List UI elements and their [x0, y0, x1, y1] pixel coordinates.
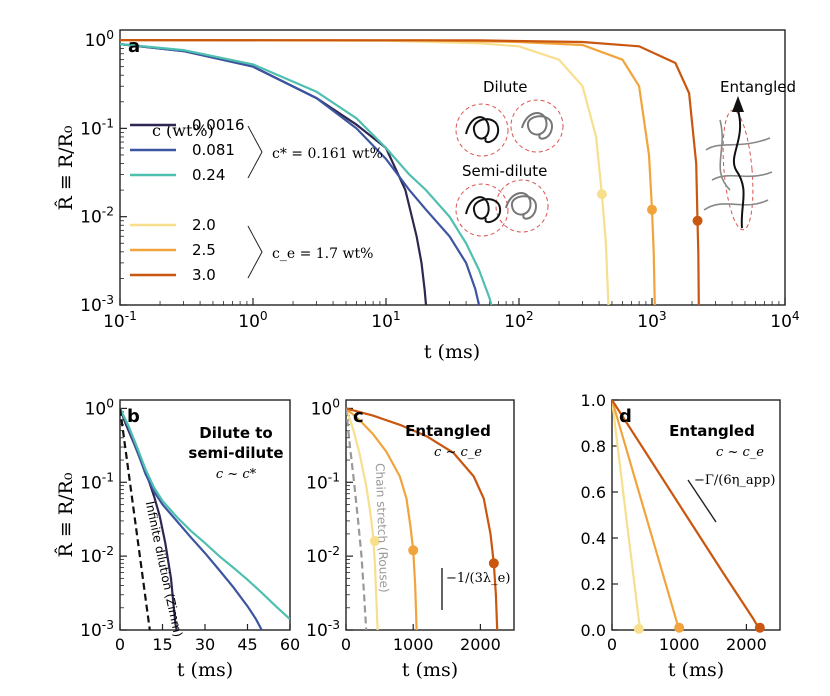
ytick-label-d: 0.2 [581, 575, 606, 594]
series-d-2.0 [612, 400, 642, 630]
endpoint-a-2.5 [647, 204, 657, 215]
legend-label-2.5: 2.5 [192, 241, 216, 259]
xtick-label-c: 0 [341, 635, 351, 654]
brace-ce [247, 225, 263, 279]
endpoint-c-2.0 [369, 536, 380, 547]
subtitle-d: c ~ c_e [716, 445, 764, 460]
ytick-label-c: 10-2 [306, 544, 340, 567]
series-c-3.0 [346, 407, 499, 630]
xlabel-c: t (ms) [402, 659, 458, 681]
xtick-label-b: 15 [152, 635, 172, 654]
title-b-1: Dilute to [199, 424, 272, 442]
xtick-label-d: 1000 [659, 635, 700, 654]
ytick-label-c: 100 [311, 396, 340, 419]
xtick-label-a: 103 [637, 309, 666, 332]
legend-label-0.0016: 0.0016 [192, 116, 245, 134]
xtick-label-b: 30 [195, 635, 215, 654]
entangled-label: Entangled [720, 78, 796, 96]
ytick-label-d: 0.4 [581, 529, 606, 548]
series-b-Zimm [120, 408, 151, 630]
xtick-label-b: 60 [280, 635, 300, 654]
series-a-3.0 [120, 39, 700, 305]
series-c-2.0 [346, 408, 379, 630]
ytick-label-a: 10-2 [80, 205, 114, 228]
ytick-label-d: 1.0 [581, 391, 606, 410]
panel-c-letter: c [353, 406, 364, 427]
ytick-label-a: 100 [85, 28, 114, 51]
xtick-label-c: 1000 [393, 635, 434, 654]
xtick-label-a: 104 [770, 309, 800, 332]
xlabel-a: t (ms) [424, 341, 480, 363]
dilute-label: Dilute [483, 78, 528, 96]
series-d-3.0 [612, 400, 761, 630]
brace-cstar [247, 125, 263, 179]
rouse-label: Chain stretch (Rouse) [373, 463, 392, 593]
title-c: Entangled [405, 422, 491, 440]
series-c-Rouse [346, 408, 368, 630]
endpoint-c-2.5 [408, 545, 419, 556]
panel-a-frame [119, 29, 786, 306]
ytick-label-b: 10-2 [80, 544, 114, 567]
semidilute-label: Semi-dilute [462, 162, 547, 180]
ylabel-b: R̂ ≡ R/R₀ [55, 472, 77, 557]
panel-a-letter: a [128, 36, 140, 57]
slope-bar-d [687, 479, 717, 523]
xlabel-b: t (ms) [177, 659, 233, 681]
legend-label-3.0: 3.0 [192, 266, 216, 284]
panel-d-frame [611, 399, 781, 631]
legend-label-2.0: 2.0 [192, 216, 216, 234]
series-c-2.5 [346, 407, 418, 630]
series-a-2.0 [120, 39, 610, 305]
ytick-label-a: 10-1 [80, 116, 114, 139]
ytick-label-b: 100 [85, 396, 114, 419]
ytick-label-c: 10-3 [306, 618, 340, 641]
panel-c-frame [345, 399, 515, 631]
ytick-label-d: 0.8 [581, 437, 606, 456]
xtick-label-c: 2000 [460, 635, 501, 654]
xtick-label-a: 100 [238, 309, 267, 332]
xtick-label-b: 0 [115, 635, 125, 654]
ytick-label-a: 10-3 [80, 293, 114, 316]
ce-label: c_e = 1.7 wt% [272, 246, 373, 262]
ylabel-a: R̂ ≡ R/R₀ [55, 125, 77, 210]
xtick-label-a: 101 [371, 309, 400, 332]
endpoint-d-2.5 [674, 622, 685, 633]
ytick-label-d: 0.0 [581, 621, 606, 640]
slope-label-c: −1/(3λ_e) [446, 571, 510, 586]
legend-label-0.081: 0.081 [192, 141, 235, 159]
panel-b-letter: b [127, 406, 140, 427]
subtitle-c: c ~ c_e [434, 445, 482, 460]
xtick-label-d: 0 [607, 635, 617, 654]
series-d-2.5 [612, 400, 681, 630]
endpoint-d-3.0 [754, 622, 765, 633]
slope-label-d: −Γ/(6η_app) [694, 473, 775, 488]
legend-label-0.24: 0.24 [192, 166, 225, 184]
subtitle-b: c ~ c* [216, 467, 257, 482]
title-b-2: semi-dilute [188, 444, 283, 462]
series-b-0.24 [120, 407, 290, 621]
xtick-label-a: 10-1 [103, 309, 137, 332]
xtick-label-b: 45 [237, 635, 257, 654]
title-d: Entangled [669, 422, 755, 440]
ytick-label-b: 10-3 [80, 618, 114, 641]
endpoint-c-3.0 [488, 558, 499, 569]
series-b-0.081 [120, 407, 263, 630]
xtick-label-d: 2000 [726, 635, 767, 654]
entangled-schematic [703, 96, 773, 231]
ytick-label-d: 0.6 [581, 483, 606, 502]
ytick-label-c: 10-1 [306, 470, 340, 493]
cstar-label: c* = 0.161 wt% [272, 146, 383, 162]
endpoint-d-2.0 [633, 623, 644, 634]
ytick-label-b: 10-1 [80, 470, 114, 493]
endpoint-a-3.0 [692, 215, 703, 226]
semidilute-schematic [455, 179, 549, 237]
series-a-0.24 [120, 43, 493, 305]
series-a-0.081 [120, 43, 481, 305]
xlabel-d: t (ms) [668, 659, 724, 681]
panel-d-letter: d [619, 406, 632, 427]
endpoint-a-2.0 [596, 189, 607, 200]
dilute-schematic [455, 99, 564, 157]
xtick-label-a: 102 [504, 309, 533, 332]
